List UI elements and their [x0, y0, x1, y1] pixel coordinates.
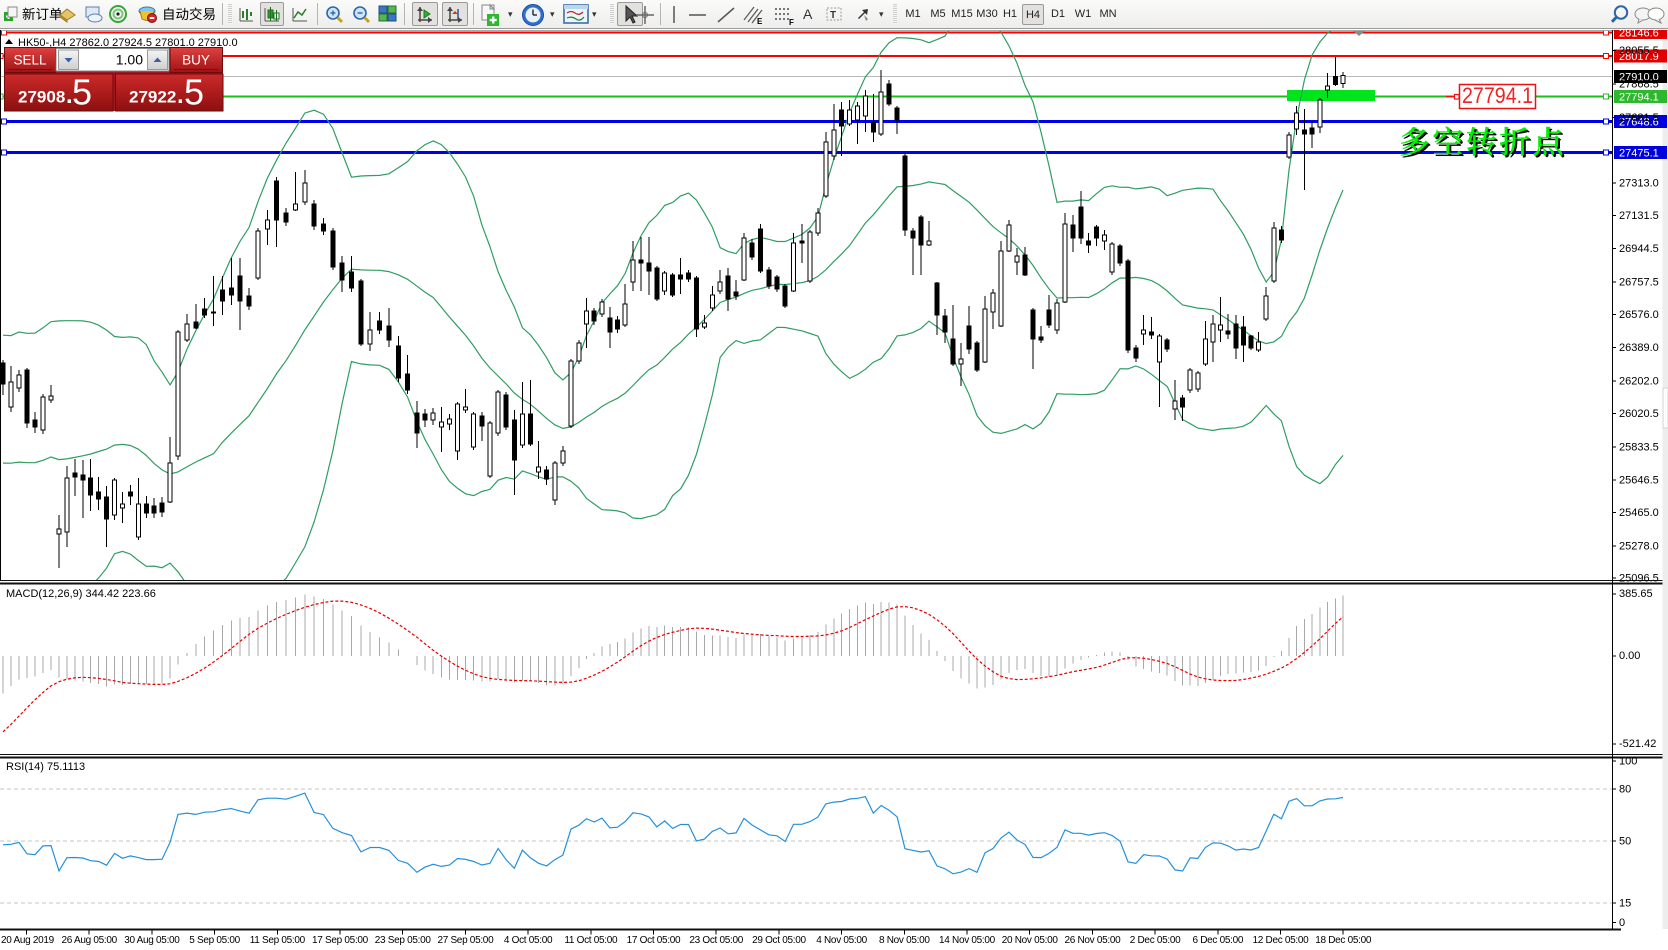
svg-text:2 Dec 05:00: 2 Dec 05:00 [1130, 935, 1181, 946]
svg-text:100: 100 [1619, 756, 1637, 768]
svg-text:29 Oct 05:00: 29 Oct 05:00 [752, 935, 806, 946]
svg-text:18 Dec 05:00: 18 Dec 05:00 [1315, 935, 1372, 946]
svg-text:50: 50 [1619, 836, 1631, 848]
svg-text:25833.5: 25833.5 [1619, 441, 1659, 453]
svg-text:27794.1: 27794.1 [1619, 92, 1659, 104]
svg-text:8 Nov 05:00: 8 Nov 05:00 [879, 935, 930, 946]
svg-text:20 Nov 05:00: 20 Nov 05:00 [1002, 935, 1059, 946]
svg-text:27922: 27922 [129, 88, 176, 107]
svg-text:26 Aug 05:00: 26 Aug 05:00 [62, 935, 118, 946]
svg-text:27681.5: 27681.5 [1619, 112, 1659, 124]
svg-text:25465.0: 25465.0 [1619, 507, 1659, 519]
svg-text:23 Oct 05:00: 23 Oct 05:00 [689, 935, 743, 946]
svg-text:80: 80 [1619, 784, 1631, 796]
svg-text:BUY: BUY [182, 53, 210, 68]
svg-text:26202.0: 26202.0 [1619, 376, 1659, 388]
svg-text:5 Sep 05:00: 5 Sep 05:00 [189, 935, 240, 946]
svg-text:27 Sep 05:00: 27 Sep 05:00 [437, 935, 494, 946]
svg-text:SELL: SELL [13, 53, 47, 68]
svg-text:5: 5 [72, 72, 92, 113]
svg-text:28055.5: 28055.5 [1619, 45, 1659, 57]
svg-text:385.65: 385.65 [1619, 588, 1653, 600]
svg-text:.: . [177, 82, 184, 109]
svg-text:27131.5: 27131.5 [1619, 210, 1659, 222]
svg-text:26944.5: 26944.5 [1619, 243, 1659, 255]
svg-text:27475.1: 27475.1 [1619, 148, 1659, 160]
svg-text:E: E [757, 17, 763, 26]
svg-text:26757.5: 26757.5 [1619, 277, 1659, 289]
svg-text:27910.0: 27910.0 [1619, 72, 1659, 84]
svg-text:26 Nov 05:00: 26 Nov 05:00 [1064, 935, 1121, 946]
svg-text:12 Dec 05:00: 12 Dec 05:00 [1253, 935, 1310, 946]
svg-text:T: T [830, 10, 836, 21]
svg-text:-521.42: -521.42 [1619, 738, 1656, 750]
svg-text:27648.6: 27648.6 [1619, 117, 1659, 129]
svg-text:11 Sep 05:00: 11 Sep 05:00 [250, 935, 306, 946]
svg-text:27868.5: 27868.5 [1619, 79, 1659, 91]
svg-text:26576.0: 26576.0 [1619, 309, 1659, 321]
svg-text:28017.9: 28017.9 [1619, 51, 1659, 63]
svg-text:25278.0: 25278.0 [1619, 540, 1659, 552]
svg-text:25646.5: 25646.5 [1619, 475, 1659, 487]
svg-text:20 Aug 2019: 20 Aug 2019 [1, 935, 55, 946]
svg-text:26389.0: 26389.0 [1619, 342, 1659, 354]
svg-text:26020.5: 26020.5 [1619, 408, 1659, 420]
svg-text:5: 5 [184, 72, 204, 113]
svg-text:.: . [66, 82, 73, 109]
svg-text:0: 0 [1619, 917, 1625, 929]
svg-text:MACD(12,26,9) 344.42 223.66: MACD(12,26,9) 344.42 223.66 [6, 588, 156, 600]
svg-text:17 Sep 05:00: 17 Sep 05:00 [312, 935, 369, 946]
svg-text:4 Oct 05:00: 4 Oct 05:00 [504, 935, 553, 946]
svg-text:25096.5: 25096.5 [1619, 573, 1659, 585]
svg-text:4 Nov 05:00: 4 Nov 05:00 [816, 935, 867, 946]
svg-text:15: 15 [1619, 898, 1631, 910]
svg-text:27794.1: 27794.1 [1462, 83, 1533, 108]
svg-text:14 Nov 05:00: 14 Nov 05:00 [939, 935, 996, 946]
svg-text:27908: 27908 [18, 88, 65, 107]
svg-text:23 Sep 05:00: 23 Sep 05:00 [375, 935, 432, 946]
svg-text:HK50-,H4 27862.0 27924.5 2780: HK50-,H4 27862.0 27924.5 27801.0 27910.0 [18, 37, 238, 49]
svg-text:30 Aug 05:00: 30 Aug 05:00 [124, 935, 180, 946]
svg-text:17 Oct 05:00: 17 Oct 05:00 [627, 935, 681, 946]
svg-text:28146.6: 28146.6 [1619, 30, 1659, 40]
svg-text:6 Dec 05:00: 6 Dec 05:00 [1192, 935, 1243, 946]
svg-text:27313.0: 27313.0 [1619, 178, 1659, 190]
svg-text:F: F [789, 18, 794, 26]
svg-text:0.00: 0.00 [1619, 650, 1640, 662]
svg-text:11 Oct 05:00: 11 Oct 05:00 [564, 935, 618, 946]
svg-text:1.00: 1.00 [116, 52, 143, 68]
svg-text:RSI(14) 75.1113: RSI(14) 75.1113 [6, 761, 85, 773]
